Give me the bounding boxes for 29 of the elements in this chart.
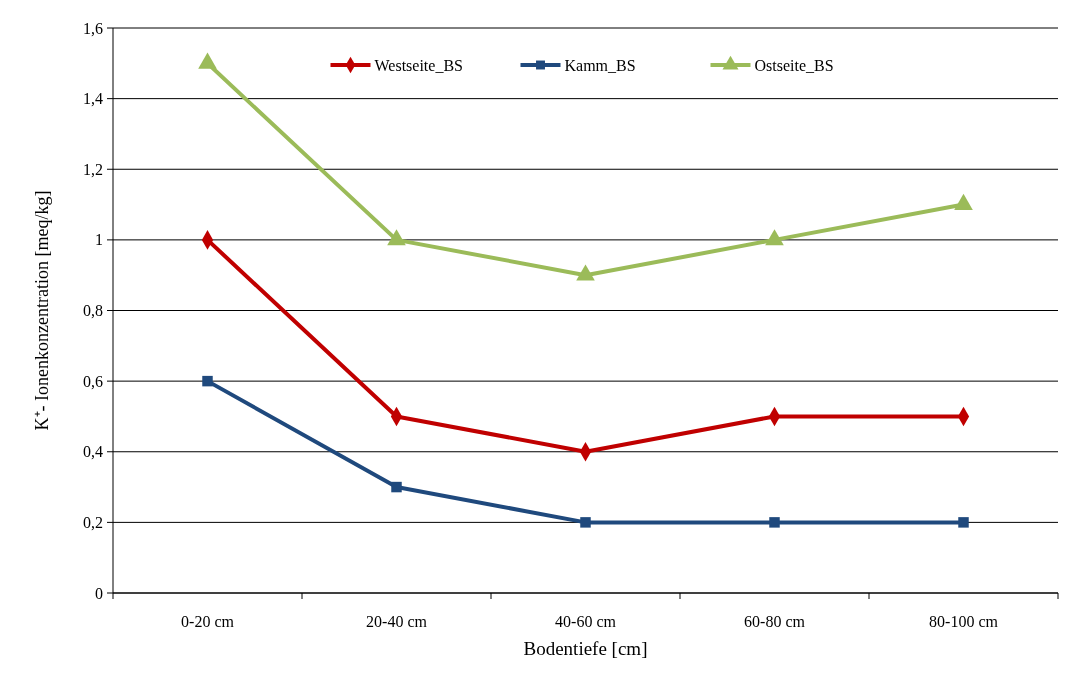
y-tick-label: 0,6 xyxy=(83,372,103,390)
point xyxy=(387,229,406,246)
x-tick-label: 80-100 cm xyxy=(929,613,999,630)
point xyxy=(769,517,780,528)
y-tick-label: 1,6 xyxy=(83,19,103,37)
point xyxy=(576,264,595,281)
legend-label: Kamm_BS xyxy=(564,56,636,74)
legend-label: Westseite_BS xyxy=(374,56,463,74)
y-tick-label: 0,8 xyxy=(83,302,103,320)
y-tick-label: 0,2 xyxy=(83,513,103,531)
y-tick-label: 0 xyxy=(95,584,103,602)
y-tick-label: 1,2 xyxy=(83,160,103,178)
y-tick-label: 1 xyxy=(95,231,103,249)
point xyxy=(391,481,402,493)
point xyxy=(202,375,213,387)
point xyxy=(954,193,973,210)
x-tick-label: 0-20 cm xyxy=(181,613,235,630)
x-tick-label: 20-40 cm xyxy=(366,613,428,630)
y-tick-label: 0,4 xyxy=(83,443,103,461)
y-axis-title: K⁺- Ionenkonzentration [meq/kg] xyxy=(32,190,52,431)
x-tick-label: 40-60 cm xyxy=(555,613,617,630)
x-axis-title: Bodentiefe [cm] xyxy=(523,638,648,659)
point xyxy=(765,229,784,246)
x-tick-label: 60-80 cm xyxy=(744,613,806,630)
point xyxy=(580,517,591,528)
point xyxy=(958,517,969,528)
point xyxy=(198,52,217,69)
legend-label: Ostseite_BS xyxy=(754,56,834,74)
y-tick-label: 1,4 xyxy=(83,90,103,108)
